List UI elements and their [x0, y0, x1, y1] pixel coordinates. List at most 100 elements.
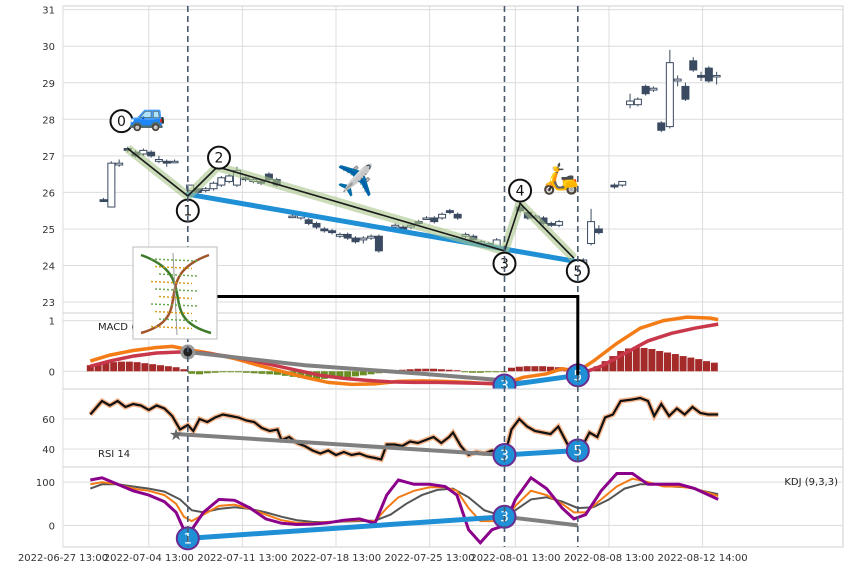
candle-body	[162, 160, 171, 164]
macd-histogram-bar	[476, 371, 484, 373]
macd-histogram-bar	[632, 347, 640, 372]
macd-histogram-bar	[703, 361, 710, 372]
macd-histogram-bar	[414, 368, 422, 372]
rsi-star-icon: ★	[169, 425, 183, 444]
macd-histogram-bar	[219, 371, 227, 373]
candle-body	[673, 78, 682, 82]
y-tick-label: 23	[42, 298, 55, 309]
candle-body	[555, 221, 564, 226]
dna-inset-image	[132, 246, 218, 340]
y-tick-label: 31	[42, 6, 55, 17]
wave-point-3-circle	[492, 251, 517, 276]
inset-rung	[154, 288, 198, 292]
macd-histogram-bar	[258, 371, 266, 374]
macd-histogram-bar	[344, 371, 352, 378]
candle-body	[154, 159, 163, 162]
x-tick-label: 2022-07-04 13:00	[104, 553, 194, 564]
macd-histogram-bar	[508, 367, 515, 372]
macd-histogram-bar	[656, 351, 664, 372]
candle-body	[328, 230, 337, 234]
y-tick-label: 1	[49, 317, 55, 328]
wave-point-3-label: 3	[500, 257, 509, 273]
candle-body	[641, 85, 650, 95]
macd-histogram-bar	[710, 362, 718, 372]
macd-histogram-bar	[695, 359, 703, 372]
macd-histogram-bar	[523, 366, 531, 372]
macd-histogram-bar	[164, 366, 172, 372]
macd-histogram-bar	[328, 371, 336, 379]
candle-body	[170, 160, 179, 164]
macd-histogram-bar	[266, 371, 274, 375]
macd-histogram-bar	[671, 354, 679, 372]
macd-histogram-bar	[469, 371, 476, 373]
macd-histogram-bar	[367, 371, 375, 375]
candle-body	[610, 184, 619, 188]
macd-histogram-bar	[118, 361, 125, 372]
macd-histogram-bar	[437, 369, 445, 372]
candle-body	[391, 224, 400, 228]
x-tick-label: 2022-08-12 14:00	[658, 553, 748, 564]
wave-point-0-label: 0	[117, 114, 126, 130]
x-tick-label: 2022-06-27 13:00	[18, 553, 108, 564]
macd-histogram-bar	[539, 366, 547, 372]
candle-body	[430, 217, 439, 223]
car-emoji: 🚙	[129, 98, 166, 133]
macd-histogram-bar	[461, 371, 469, 373]
y-tick-label: 40	[42, 445, 55, 456]
candle-body	[438, 213, 447, 219]
wave-point-0-circle	[109, 109, 134, 134]
candle-body	[367, 235, 376, 239]
candle-body	[209, 182, 218, 190]
candle-body	[665, 62, 674, 128]
wave-point-2-label: 2	[215, 151, 224, 167]
connector-path	[190, 295, 580, 376]
macd-histogram-bar	[679, 356, 687, 372]
inset-rung	[158, 295, 193, 300]
candle-body	[335, 233, 344, 237]
candle-body	[704, 67, 713, 82]
candle-body	[359, 237, 368, 241]
macd-histogram-bar	[110, 362, 118, 372]
macd-histogram-bar	[445, 369, 453, 372]
candle-body	[115, 162, 124, 166]
macd-histogram-bar	[640, 347, 648, 372]
x-tick-label: 2022-08-08 13:00	[564, 553, 654, 564]
inset-rung	[150, 280, 193, 285]
macd-histogram-bar	[492, 371, 500, 373]
y-tick-label: 26	[42, 188, 55, 199]
macd-divergence-blue	[504, 372, 579, 388]
macd-histogram-bar	[203, 371, 211, 374]
wave-point-2-circle	[207, 145, 231, 170]
rsi-divergence-blue	[504, 448, 578, 458]
candle-body	[445, 210, 454, 213]
candle-body	[587, 221, 596, 245]
macd-histogram-bar	[617, 351, 625, 372]
candle-body	[99, 199, 108, 203]
macd-histogram-bar	[188, 371, 196, 374]
macd-histogram-bar	[453, 370, 461, 372]
y-tick-label: 60	[42, 415, 55, 426]
airplane-emoji: ✈️	[337, 162, 374, 199]
inset-rung	[150, 325, 193, 330]
y-tick-label: 25	[42, 225, 55, 236]
candle-body	[320, 228, 329, 232]
macd-histogram-bar	[149, 364, 157, 372]
macd-histogram-bar	[336, 371, 344, 378]
macd-histogram-bar	[430, 368, 437, 372]
x-tick-label: 2022-08-01 13:00	[470, 553, 560, 564]
macd-histogram-bar	[235, 371, 242, 373]
candle-body	[547, 222, 556, 226]
macd-histogram-bar	[102, 362, 110, 372]
kdj-divergence-blue	[187, 514, 505, 541]
inset-axis	[172, 252, 178, 336]
x-tick-label: 2022-07-11 13:00	[197, 553, 287, 564]
macd-histogram-bar	[157, 365, 164, 372]
y-tick-label: 100	[36, 478, 55, 489]
y-tick-label: 27	[42, 152, 55, 163]
macd-histogram-bar	[196, 371, 203, 375]
wave-point-4-circle	[508, 178, 533, 203]
kdj-d-line	[89, 483, 719, 524]
candle-body	[139, 149, 148, 155]
price-trendline	[185, 191, 581, 265]
candle-body	[657, 122, 666, 131]
